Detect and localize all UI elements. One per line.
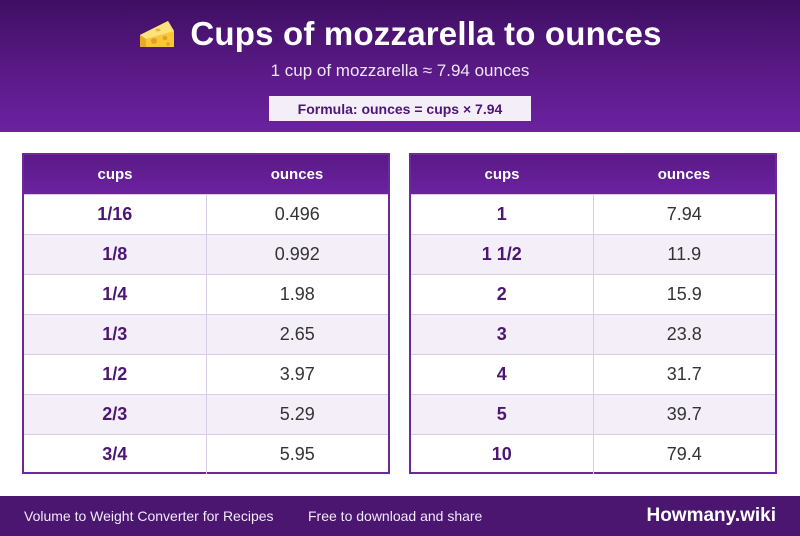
table-row: 1/8 0.992 bbox=[24, 234, 388, 274]
cheese-icon bbox=[140, 21, 175, 47]
cups-cell: 2/3 bbox=[24, 395, 207, 434]
ounces-cell: 15.9 bbox=[666, 284, 702, 304]
table-row: 10 79.4 bbox=[411, 434, 775, 474]
cups-cell: 10 bbox=[411, 435, 594, 474]
table-row: 3/4 5.95 bbox=[24, 434, 388, 474]
table-row: 5 39.7 bbox=[411, 394, 775, 434]
subtitle: 1 cup of mozzarella ≈ 7.94 ounces bbox=[270, 61, 530, 80]
ounces-cell: 3.97 bbox=[279, 364, 315, 384]
table-row: 1/4 1.98 bbox=[24, 274, 388, 314]
conversion-table-right: cups ounces 1 7.94 1 1/2 11.9 2 15.9 3 2… bbox=[409, 153, 777, 474]
ounces-cell: 2.65 bbox=[279, 324, 315, 344]
cups-cell: 1/3 bbox=[24, 315, 207, 354]
cups-cell: 1/8 bbox=[24, 235, 207, 274]
footer-bar: Volume to Weight Converter for Recipes F… bbox=[0, 496, 800, 536]
table-row: 1/16 0.496 bbox=[24, 194, 388, 234]
table-row: 1/3 2.65 bbox=[24, 314, 388, 354]
ounces-cell: 7.94 bbox=[666, 204, 702, 224]
brand-logo-text[interactable]: Howmany.wiki bbox=[646, 505, 776, 526]
footer-note: Free to download and share bbox=[308, 508, 483, 524]
cups-cell: 1/4 bbox=[24, 275, 207, 314]
column-header-cups: cups bbox=[484, 166, 520, 183]
cups-cell: 1/2 bbox=[24, 355, 207, 394]
table-row: 1/2 3.97 bbox=[24, 354, 388, 394]
conversion-table-left: cups ounces 1/16 0.496 1/8 0.992 1/4 1.9… bbox=[22, 153, 390, 474]
cups-cell: 1 1/2 bbox=[411, 235, 594, 274]
cups-cell: 3 bbox=[411, 315, 594, 354]
cups-cell: 3/4 bbox=[24, 435, 207, 474]
table-header: cups ounces bbox=[24, 155, 388, 194]
ounces-cell: 0.496 bbox=[274, 204, 320, 224]
ounces-cell: 0.992 bbox=[274, 244, 320, 264]
page-title: Cups of mozzarella to ounces bbox=[190, 15, 662, 52]
cups-cell: 1/16 bbox=[24, 195, 207, 234]
column-header-ounces: ounces bbox=[657, 166, 711, 183]
table-row: 3 23.8 bbox=[411, 314, 775, 354]
table-row: 1 1/2 11.9 bbox=[411, 234, 775, 274]
formula-badge: Formula: ounces = cups × 7.94 bbox=[269, 96, 531, 121]
ounces-cell: 11.9 bbox=[667, 244, 702, 264]
column-header-ounces: ounces bbox=[270, 166, 324, 183]
table-row: 2/3 5.29 bbox=[24, 394, 388, 434]
cups-cell: 1 bbox=[411, 195, 594, 234]
footer-tagline: Volume to Weight Converter for Recipes bbox=[24, 508, 274, 524]
ounces-cell: 23.8 bbox=[666, 324, 702, 344]
cups-cell: 2 bbox=[411, 275, 594, 314]
cups-cell: 4 bbox=[411, 355, 594, 394]
ounces-cell: 1.98 bbox=[279, 284, 315, 304]
table-header: cups ounces bbox=[411, 155, 775, 194]
title-row: Cups of mozzarella to ounces bbox=[0, 14, 800, 54]
header-banner: Cups of mozzarella to ounces 1 cup of mo… bbox=[0, 0, 800, 132]
table-row: 2 15.9 bbox=[411, 274, 775, 314]
ounces-cell: 5.95 bbox=[279, 444, 315, 464]
ounces-cell: 79.4 bbox=[666, 444, 702, 464]
cups-cell: 5 bbox=[411, 395, 594, 434]
column-header-cups: cups bbox=[97, 166, 133, 183]
ounces-cell: 39.7 bbox=[666, 404, 702, 424]
ounces-cell: 31.7 bbox=[666, 364, 702, 384]
table-row: 4 31.7 bbox=[411, 354, 775, 394]
table-row: 1 7.94 bbox=[411, 194, 775, 234]
ounces-cell: 5.29 bbox=[279, 404, 315, 424]
